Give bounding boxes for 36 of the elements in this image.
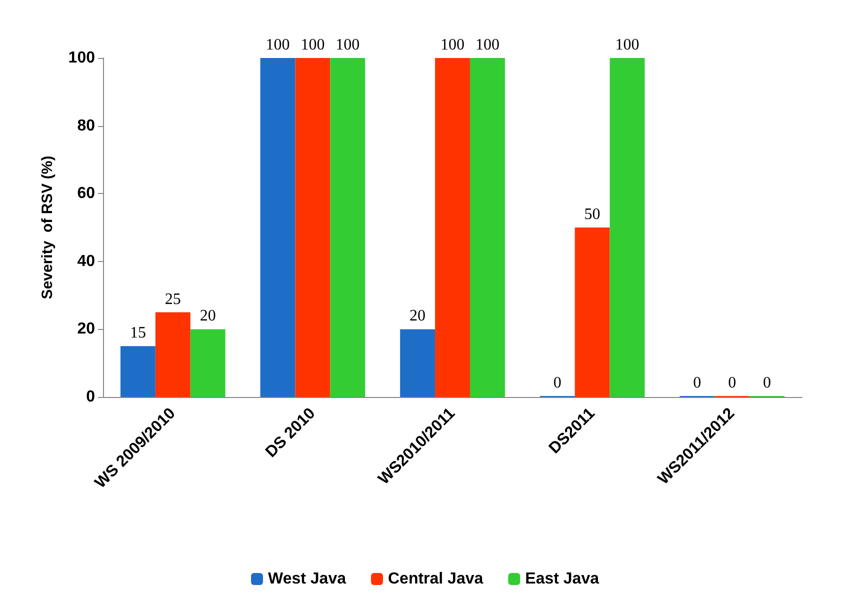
data-label: 25 bbox=[164, 290, 181, 308]
bar bbox=[574, 228, 610, 397]
bar bbox=[295, 58, 330, 397]
bar bbox=[260, 58, 296, 397]
bar bbox=[155, 312, 190, 397]
data-label: 100 bbox=[300, 36, 325, 54]
bar bbox=[435, 58, 470, 397]
y-axis-title: Severity of RSV (%) bbox=[39, 156, 56, 300]
data-label: 15 bbox=[130, 324, 146, 342]
data-label: 0 bbox=[553, 374, 562, 392]
data-label: 0 bbox=[728, 374, 736, 392]
y-tick-label: 60 bbox=[77, 185, 96, 202]
bar bbox=[400, 329, 436, 397]
data-label: 100 bbox=[266, 36, 290, 54]
y-tick-label: 80 bbox=[77, 117, 96, 134]
legend-label: East Java bbox=[525, 570, 600, 588]
data-label: 100 bbox=[475, 36, 500, 54]
y-tick-label: 100 bbox=[68, 50, 96, 66]
y-tick-label: 20 bbox=[77, 320, 96, 338]
bar bbox=[190, 329, 226, 397]
data-label: 100 bbox=[440, 36, 464, 54]
data-label: 0 bbox=[693, 374, 702, 392]
legend-label: West Java bbox=[268, 570, 346, 588]
data-label: 0 bbox=[763, 374, 772, 392]
bar bbox=[610, 58, 645, 397]
y-tick-label: 0 bbox=[86, 388, 96, 406]
data-label: 100 bbox=[336, 36, 360, 54]
bar bbox=[470, 58, 505, 397]
data-label: 20 bbox=[200, 308, 216, 325]
data-label: 20 bbox=[410, 308, 426, 325]
bar bbox=[330, 58, 366, 397]
y-tick-label: 40 bbox=[77, 252, 96, 270]
legend-label: Central Java bbox=[388, 570, 484, 588]
data-label: 50 bbox=[584, 206, 600, 223]
bar bbox=[120, 346, 156, 397]
data-label: 100 bbox=[615, 36, 640, 54]
